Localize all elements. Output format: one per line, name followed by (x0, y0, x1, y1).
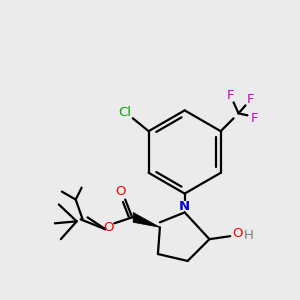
Text: O: O (232, 227, 242, 240)
Text: F: F (247, 93, 254, 106)
Text: O: O (115, 185, 125, 198)
Polygon shape (133, 212, 160, 227)
Text: N: N (179, 200, 190, 213)
Text: H: H (244, 229, 254, 242)
Text: F: F (250, 112, 258, 125)
Text: O: O (103, 221, 114, 234)
Text: Cl: Cl (118, 106, 131, 119)
Text: F: F (227, 89, 234, 102)
